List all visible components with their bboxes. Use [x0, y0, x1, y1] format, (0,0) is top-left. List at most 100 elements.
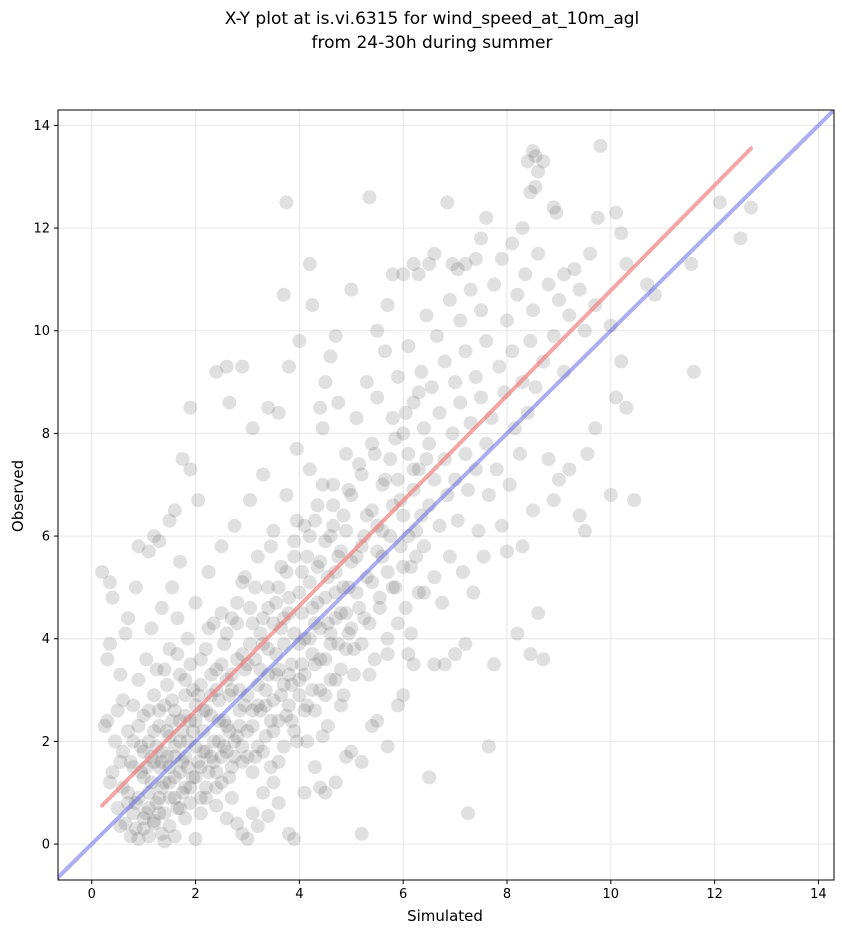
data-point: [284, 657, 299, 672]
data-point: [170, 801, 185, 816]
data-point: [546, 493, 561, 508]
data-point: [406, 657, 421, 672]
data-point: [396, 426, 411, 441]
data-point: [403, 559, 418, 574]
x-tick-label: 14: [810, 887, 827, 902]
data-point: [424, 380, 439, 395]
data-point: [292, 334, 307, 348]
data-point: [305, 647, 320, 662]
data-point: [209, 798, 224, 813]
data-point: [362, 667, 377, 682]
data-point: [269, 595, 284, 610]
data-point: [297, 703, 312, 718]
data-point: [523, 334, 538, 348]
data-point: [237, 698, 252, 713]
data-point: [245, 421, 260, 436]
data-point: [416, 539, 431, 554]
data-point: [406, 257, 421, 271]
data-point: [572, 508, 587, 523]
data-point: [165, 693, 180, 708]
data-point: [204, 667, 219, 682]
data-point: [370, 390, 385, 405]
data-point: [551, 472, 566, 487]
data-point: [422, 436, 437, 451]
x-tick-label: 12: [706, 887, 723, 902]
data-point: [536, 652, 551, 667]
data-point: [102, 575, 117, 590]
data-point: [191, 754, 206, 769]
data-point: [333, 606, 348, 621]
data-point: [108, 734, 123, 749]
data-point: [479, 436, 494, 451]
data-point: [375, 477, 390, 492]
data-point: [209, 364, 224, 379]
data-point: [100, 652, 115, 667]
data-point: [209, 662, 224, 677]
data-point: [219, 744, 234, 759]
data-point: [149, 662, 164, 677]
data-point: [136, 708, 151, 723]
data-point: [362, 190, 377, 205]
data-point: [346, 667, 361, 682]
data-point: [271, 713, 286, 728]
data-point: [198, 703, 213, 718]
data-point: [494, 518, 509, 533]
data-point: [281, 667, 296, 682]
data-point: [131, 539, 146, 554]
data-point: [302, 631, 317, 646]
data-point: [219, 811, 234, 826]
data-point: [160, 749, 175, 764]
data-point: [256, 611, 271, 626]
data-point: [453, 395, 468, 410]
data-point: [263, 539, 278, 554]
x-tick-label: 10: [603, 887, 620, 902]
data-point: [297, 667, 312, 682]
data-points: [95, 138, 758, 849]
data-point: [401, 446, 416, 461]
data-point: [336, 508, 351, 523]
data-point: [313, 400, 328, 415]
data-point: [183, 780, 198, 795]
data-point: [380, 565, 395, 579]
data-point: [515, 221, 530, 236]
data-point: [476, 549, 491, 564]
data-point: [136, 811, 151, 826]
data-point: [365, 719, 380, 733]
data-point: [136, 821, 151, 836]
data-point: [256, 785, 271, 800]
data-point: [328, 565, 343, 579]
data-point: [411, 462, 426, 477]
data-point: [167, 703, 182, 718]
data-point: [383, 529, 398, 544]
data-point: [427, 570, 442, 585]
data-point: [406, 395, 421, 410]
data-point: [505, 236, 520, 251]
data-point: [333, 662, 348, 677]
data-point: [328, 585, 343, 600]
data-point: [167, 829, 182, 844]
data-point: [287, 549, 302, 564]
data-point: [165, 713, 180, 728]
data-point: [243, 600, 258, 615]
data-point: [396, 688, 411, 703]
data-point: [136, 770, 151, 785]
data-point: [147, 688, 162, 703]
data-point: [172, 667, 187, 682]
data-point: [440, 195, 455, 210]
data-point: [172, 765, 187, 780]
data-point: [333, 544, 348, 559]
data-point: [310, 559, 325, 574]
data-point: [162, 775, 177, 790]
y-tick-label: 8: [42, 427, 50, 442]
data-point: [528, 180, 543, 194]
data-point: [235, 739, 250, 754]
data-point: [302, 575, 317, 590]
data-point: [266, 693, 281, 708]
data-point: [250, 549, 265, 564]
data-point: [686, 364, 701, 379]
data-point: [178, 688, 193, 703]
data-point: [261, 642, 276, 656]
data-point: [167, 770, 182, 785]
data-point: [126, 806, 141, 821]
